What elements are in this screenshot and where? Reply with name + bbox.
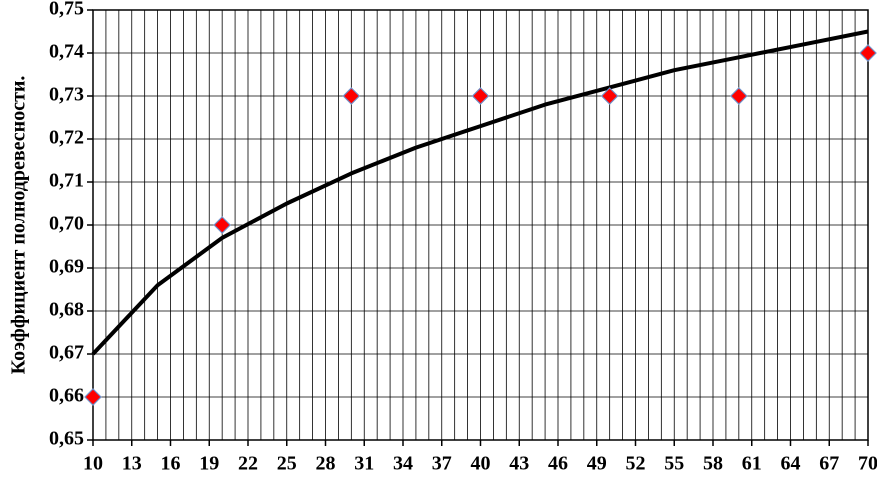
x-tick-label: 64 bbox=[781, 453, 801, 475]
data-point bbox=[342, 87, 361, 105]
x-tick-label: 58 bbox=[703, 453, 723, 475]
x-tick-label: 10 bbox=[83, 453, 103, 475]
x-tick-label: 19 bbox=[199, 453, 219, 475]
y-tick-label: 0,70 bbox=[49, 213, 84, 235]
x-tick-label: 46 bbox=[548, 453, 568, 475]
y-tick-label: 0,71 bbox=[49, 170, 84, 192]
x-tick-label: 70 bbox=[858, 453, 877, 475]
y-tick-label: 0,75 bbox=[49, 0, 84, 20]
x-tick-label: 31 bbox=[354, 453, 374, 475]
x-tick-label: 61 bbox=[742, 453, 762, 475]
y-axis-title: Коэффициент полнодревесности. bbox=[8, 76, 30, 375]
x-tick-label: 55 bbox=[664, 453, 684, 475]
data-point bbox=[84, 388, 102, 406]
y-tick-label: 0,67 bbox=[49, 342, 84, 364]
trend-line bbox=[91, 29, 869, 356]
data-point bbox=[213, 216, 232, 234]
data-point bbox=[471, 87, 490, 105]
y-tick-label: 0,69 bbox=[49, 256, 84, 278]
plot-frame bbox=[92, 9, 869, 441]
y-tick-label: 0,72 bbox=[49, 127, 84, 149]
x-tick-label: 25 bbox=[277, 453, 297, 475]
x-tick-label: 16 bbox=[161, 453, 181, 475]
y-tick-label: 0,74 bbox=[49, 41, 84, 63]
data-point bbox=[729, 87, 748, 105]
x-tick-label: 67 bbox=[819, 453, 839, 475]
y-tick-label: 0,68 bbox=[49, 299, 84, 321]
x-tick-label: 34 bbox=[393, 453, 413, 475]
data-point bbox=[859, 44, 877, 62]
y-tick-label: 0,66 bbox=[49, 385, 84, 407]
y-tick-label: 0,65 bbox=[49, 428, 84, 450]
x-tick-label: 52 bbox=[626, 453, 646, 475]
y-tick-label: 0,73 bbox=[49, 84, 84, 106]
x-tick-label: 37 bbox=[432, 453, 452, 475]
x-tick-label: 28 bbox=[316, 453, 336, 475]
x-tick-label: 22 bbox=[238, 453, 258, 475]
x-tick-label: 13 bbox=[122, 453, 142, 475]
x-tick-label: 40 bbox=[471, 453, 491, 475]
x-tick-label: 43 bbox=[509, 453, 529, 475]
data-point bbox=[600, 87, 619, 105]
x-tick-label: 49 bbox=[587, 453, 607, 475]
